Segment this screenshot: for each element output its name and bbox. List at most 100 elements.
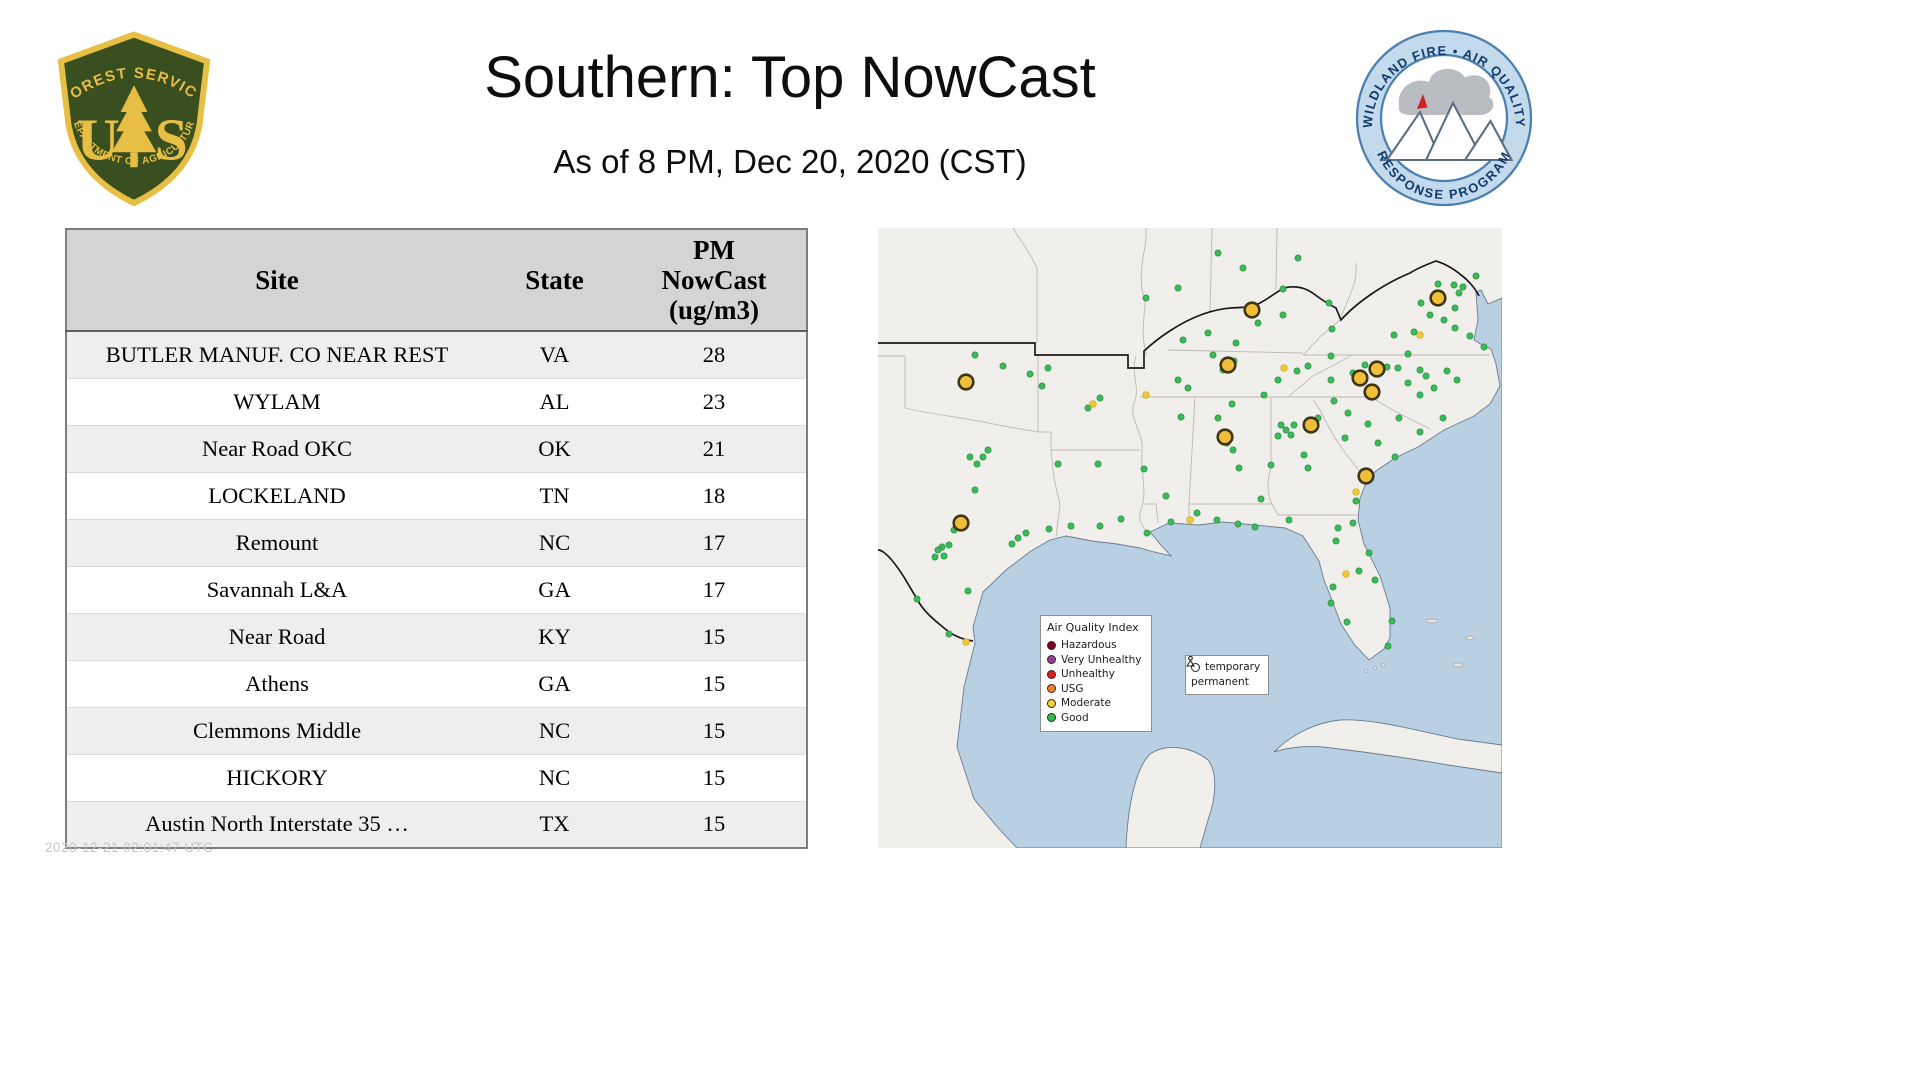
monitor-dot-good — [1232, 339, 1240, 347]
monitor-dot-good — [945, 541, 953, 549]
monitor-dot-good — [1327, 376, 1335, 384]
monitor-dot-good — [1214, 414, 1222, 422]
top-site-marker — [1216, 428, 1234, 446]
monitor-dot-good — [1394, 364, 1402, 372]
aqi-swatch — [1047, 713, 1056, 723]
monitor-dot-good — [1374, 439, 1382, 447]
aqi-swatch — [1047, 640, 1056, 650]
page-title: Southern: Top NowCast — [484, 45, 1096, 110]
flame-icon — [1417, 94, 1428, 109]
monitor-dot-good — [1094, 460, 1102, 468]
table-row: WYLAM AL 23 — [66, 378, 807, 426]
monitor-dot-good — [1416, 391, 1424, 399]
aqi-swatch — [1047, 684, 1056, 694]
monitor-dot-moderate — [1089, 400, 1097, 408]
top-site-marker — [1357, 467, 1375, 485]
monitor-dot-good — [1455, 289, 1463, 297]
monitor-dot-good — [1174, 284, 1182, 292]
temporary-marker-icon — [1191, 663, 1200, 672]
page-subtitle: As of 8 PM, Dec 20, 2020 (CST) — [553, 143, 1027, 180]
monitor-dot-good — [1472, 272, 1480, 280]
top-nowcast-table: Site State PM NowCast (ug/m3) BUTLER MANUF… — [65, 228, 808, 849]
monitor-dot-good — [1044, 364, 1052, 372]
monitor-dot-good — [1267, 461, 1275, 469]
monitor-dot-good — [1416, 428, 1424, 436]
pm-cell: 15 — [622, 707, 807, 755]
moderate-monitor-dots — [962, 331, 1424, 646]
monitor-dot-good — [1352, 497, 1360, 505]
monitor-dot-good — [1327, 599, 1335, 607]
aqi-legend-title: Air Quality Index — [1047, 621, 1139, 634]
temporary-legend-row: temporary — [1191, 660, 1263, 675]
wfaqrp-logo-icon: WILDLAND FIRE • AIR QUALITY RESPONSE PRO… — [1355, 29, 1533, 207]
monitor-dot-good — [1329, 583, 1337, 591]
monitor-dot-good — [1466, 332, 1474, 340]
monitor-dot-good — [940, 552, 948, 560]
column-header-pm: PM NowCast (ug/m3) — [622, 229, 807, 332]
aqi-swatch — [1047, 655, 1056, 665]
monitor-dot-good — [1290, 421, 1298, 429]
monitor-dot-moderate — [1142, 391, 1150, 399]
monitor-dot-good — [1254, 319, 1262, 327]
state-cell: OK — [487, 425, 622, 473]
monitor-dot-moderate — [1280, 364, 1288, 372]
monitor-dot-good — [1257, 495, 1265, 503]
monitor-dot-good — [1440, 316, 1448, 324]
usfs-logo: FOREST SERVICE U S DEPARTMENT OF AGRICUL… — [46, 20, 216, 212]
monitor-dot-moderate — [962, 638, 970, 646]
table-row: Remount NC 17 — [66, 519, 807, 567]
state-borders — [878, 228, 1490, 538]
monitor-dot-good — [1162, 492, 1170, 500]
table-row: Near Road OKC OK 21 — [66, 425, 807, 473]
monitor-dot-good — [934, 546, 942, 554]
monitor-dot-good — [1239, 264, 1247, 272]
state-cell: GA — [487, 660, 622, 708]
monitor-dot-good — [945, 630, 953, 638]
monitor-dot-good — [1361, 361, 1369, 369]
pm-cell: 28 — [622, 331, 807, 379]
monitor-dot-good — [1096, 394, 1104, 402]
monitor-dot-good — [1451, 324, 1459, 332]
table-row: HICKORY NC 15 — [66, 754, 807, 802]
site-cell: Athens — [66, 660, 487, 708]
monitor-dot-good — [1459, 283, 1467, 291]
monitor-dot-good — [1008, 540, 1016, 548]
monitor-dot-good — [1177, 413, 1185, 421]
monitor-dot-good — [1364, 420, 1372, 428]
aqi-legend-item: Moderate — [1047, 696, 1145, 711]
site-cell: Near Road — [66, 613, 487, 661]
top-site-marker — [1219, 356, 1237, 374]
monitor-dot-good — [1228, 400, 1236, 408]
monitor-dot-good — [973, 460, 981, 468]
monitor-dot-good — [1416, 366, 1424, 374]
aqi-legend-item: Hazardous — [1047, 638, 1145, 653]
monitor-dot-good — [1143, 529, 1151, 537]
top-site-marker — [1351, 369, 1369, 387]
aqi-legend-item: USG — [1047, 682, 1145, 697]
generation-timestamp: 2020-12-21 02:01:47 UTC — [45, 840, 214, 855]
monitor-dot-good — [1279, 285, 1287, 293]
aqi-label: Hazardous — [1061, 639, 1117, 651]
monitor-dot-good — [1214, 249, 1222, 257]
top-site-marker — [1429, 289, 1447, 307]
map-svg — [878, 228, 1502, 848]
monitor-dot-good — [1384, 642, 1392, 650]
top-site-marker — [1302, 416, 1320, 434]
monitor-dot-good — [1371, 576, 1379, 584]
monitor-dot-good — [1388, 617, 1396, 625]
pm-cell: 21 — [622, 425, 807, 473]
monitor-dot-good — [1022, 529, 1030, 537]
good-monitor-dots — [913, 249, 1488, 650]
cuba-land — [1273, 719, 1502, 774]
aqi-label: USG — [1061, 682, 1084, 695]
monitor-dot-good — [1117, 515, 1125, 523]
state-cell: AL — [487, 378, 622, 426]
marker-type-legend: temporary permanent — [1185, 655, 1269, 695]
state-cell: NC — [487, 519, 622, 567]
monitor-dot-good — [1343, 618, 1351, 626]
usfs-letter-s: S — [155, 107, 188, 173]
monitor-dot-good — [1344, 409, 1352, 417]
monitor-dot-good — [1026, 370, 1034, 378]
aqi-map: Air Quality Index Hazardous Very Unhealth… — [878, 228, 1502, 848]
monitor-dot-good — [1404, 379, 1412, 387]
